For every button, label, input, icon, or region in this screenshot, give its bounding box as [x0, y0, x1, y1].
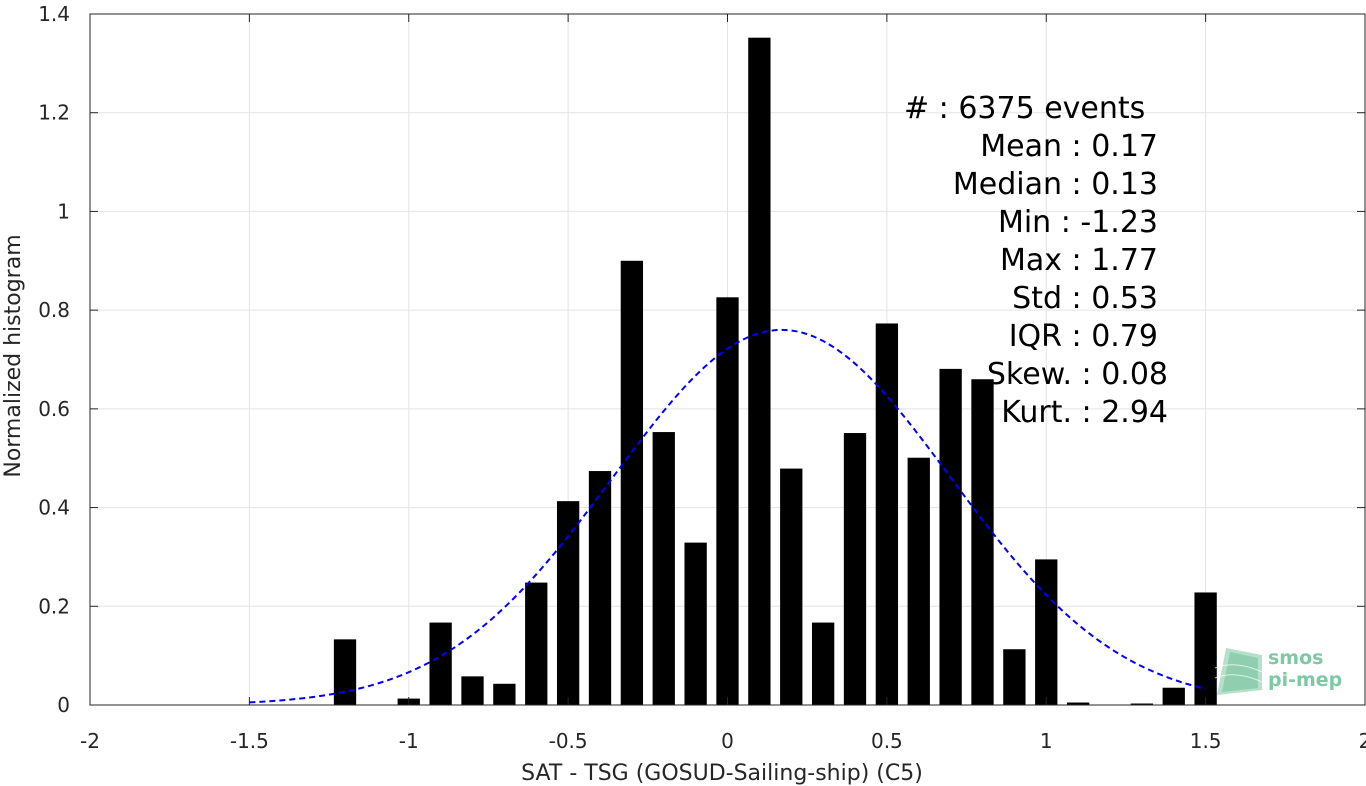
y-tick-label: 0.8 — [38, 298, 70, 322]
y-tick-labels: 0 0.2 0.4 0.6 0.8 1 1.2 1.4 — [38, 2, 70, 717]
x-tick-label: 1 — [1040, 729, 1053, 753]
x-tick-label: 0.5 — [871, 729, 903, 753]
y-tick-label: 0.6 — [38, 397, 70, 421]
stats-min: Min : -1.23 — [998, 205, 1158, 240]
logo-line-1: smos — [1268, 647, 1323, 669]
histogram-bar — [461, 676, 484, 705]
x-tick-label: -0.5 — [549, 729, 588, 753]
stats-count: # : 6375 events — [904, 91, 1145, 126]
x-tick-label: -2 — [80, 729, 100, 753]
histogram-bar — [748, 37, 771, 706]
histogram-bar — [780, 468, 803, 705]
x-tick-labels: -2 -1.5 -1 -0.5 0 0.5 1 1.5 2 — [80, 729, 1366, 753]
histogram-bar — [843, 433, 867, 705]
histogram-bar — [1003, 649, 1026, 705]
x-tick-label: 0 — [721, 729, 734, 753]
histogram-bar — [1194, 592, 1217, 705]
stats-box: # : 6375 events Mean : 0.17 Median : 0.1… — [904, 91, 1168, 430]
histogram-bar — [684, 542, 707, 705]
histogram-bar — [493, 683, 516, 705]
gaussian-fit-curve — [249, 328, 1206, 704]
histogram-bar — [652, 432, 675, 705]
logo-wave-icon — [1214, 648, 1263, 695]
histogram-bar — [1162, 687, 1185, 705]
y-tick-label: 0.2 — [38, 594, 70, 618]
histogram-bar — [588, 471, 612, 705]
y-tick-label: 1.4 — [38, 2, 70, 26]
stats-iqr: IQR : 0.79 — [1009, 319, 1158, 354]
x-tick-label: 2 — [1359, 729, 1366, 753]
stats-mean: Mean : 0.17 — [980, 129, 1158, 164]
stats-skew: Skew. : 0.08 — [987, 357, 1168, 392]
stats-kurt: Kurt. : 2.94 — [1001, 395, 1168, 430]
histogram-bar — [875, 323, 899, 705]
y-tick-label: 1 — [57, 199, 70, 223]
histogram-bar — [333, 639, 357, 705]
x-axis-label: SAT - TSG (GOSUD-Sailing-ship) (C5) — [521, 761, 923, 786]
histogram-bar — [907, 457, 930, 705]
histogram-bar — [525, 582, 548, 705]
histogram-bar — [1066, 702, 1090, 705]
histogram-bar — [1130, 703, 1154, 705]
y-tick-label: 0 — [57, 693, 70, 717]
histogram-bar — [716, 297, 739, 705]
stats-max: Max : 1.77 — [1000, 243, 1158, 278]
stats-median: Median : 0.13 — [953, 167, 1158, 202]
x-tick-label: -1 — [399, 729, 419, 753]
y-tick-label: 0.4 — [38, 496, 70, 520]
histogram-bars — [333, 37, 1217, 706]
y-tick-label: 1.2 — [38, 101, 70, 125]
smos-pimep-logo: smos pi-mep — [1214, 647, 1342, 695]
histogram-bar — [811, 622, 835, 705]
x-tick-label: 1.5 — [1190, 729, 1222, 753]
plot-axes — [89, 13, 1366, 706]
stats-std: Std : 0.53 — [1012, 281, 1158, 316]
logo-line-2: pi-mep — [1268, 669, 1342, 691]
histogram-bar — [620, 260, 644, 705]
histogram-bar — [429, 622, 452, 705]
histogram-bar — [1035, 559, 1058, 705]
histogram-bar — [939, 368, 962, 705]
x-tick-label: -1.5 — [230, 729, 269, 753]
histogram-bar — [556, 501, 580, 705]
histogram-bar — [971, 379, 994, 705]
y-axis-label: Normalized histogram — [1, 234, 26, 477]
